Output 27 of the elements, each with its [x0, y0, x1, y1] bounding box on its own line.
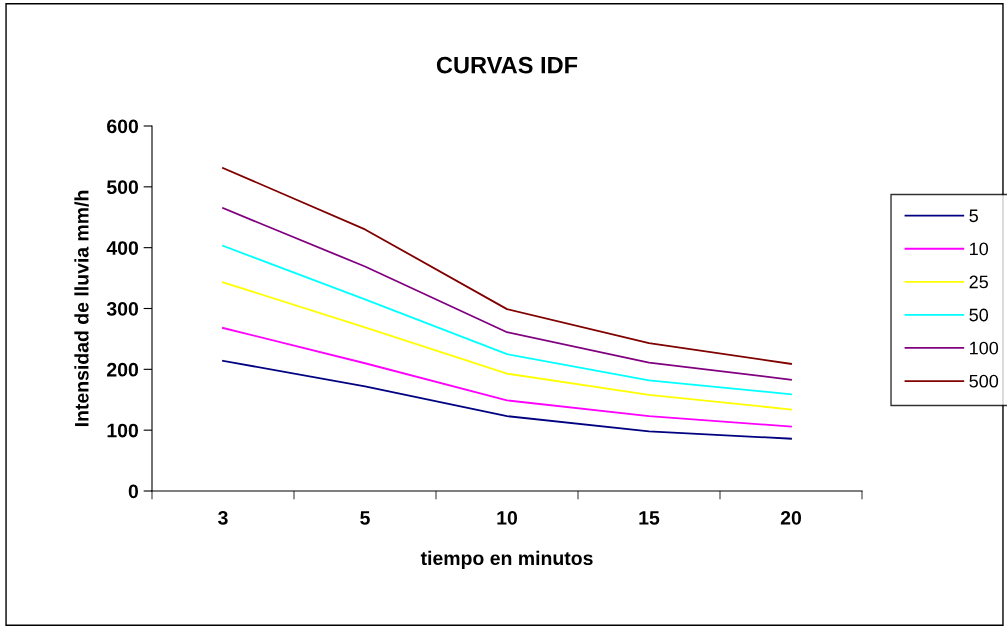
x-tick-label: 5: [360, 511, 370, 525]
line-series: [222, 281, 792, 411]
x-tick-label: 20: [780, 510, 802, 525]
y-tick-label: 100: [107, 423, 139, 438]
y-tick-label: 500: [106, 180, 139, 195]
y-axis-title: Intensidad de lluvia mm/h: [74, 190, 89, 427]
x-tick-label: 10: [497, 510, 518, 525]
y-tick-label: 0: [128, 484, 139, 499]
y-tick-label: 400: [106, 241, 139, 255]
legend-label: 25: [969, 275, 988, 289]
y-tick-label: 300: [106, 301, 139, 316]
legend-label: 50: [969, 308, 989, 322]
line-series: [222, 207, 792, 381]
line-series: [222, 244, 792, 396]
y-tick-label: 600: [107, 119, 139, 134]
x-tick-label: 15: [639, 511, 660, 525]
line-series: [222, 167, 792, 365]
line-series: [222, 327, 792, 428]
y-tick-label: 200: [107, 362, 139, 377]
legend-label: 500: [969, 374, 999, 388]
legend-label: 100: [970, 341, 999, 355]
x-tick-label: 3: [218, 510, 228, 525]
x-axis-title: tiempo en minutos: [420, 550, 593, 569]
line-series: [222, 359, 792, 440]
legend-label: 5: [969, 209, 978, 223]
legend-label: 10: [970, 242, 989, 256]
chart-title: CURVAS IDF: [436, 56, 578, 74]
